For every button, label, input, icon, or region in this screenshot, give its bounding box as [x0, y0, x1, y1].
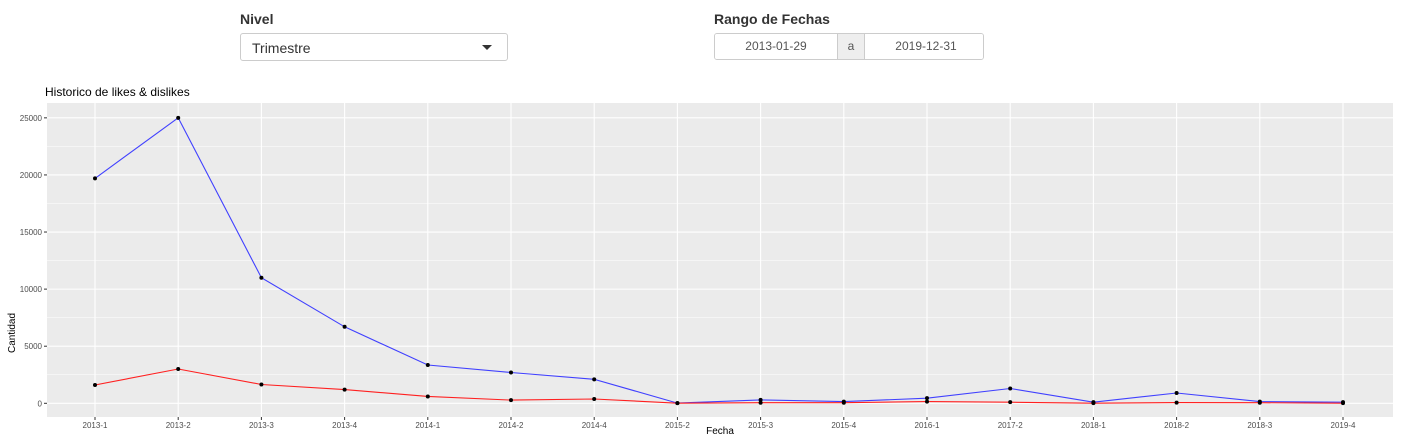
- x-tick-label: 2019-4: [1331, 421, 1356, 430]
- y-tick-label: 25000: [20, 114, 43, 123]
- data-point: [93, 176, 97, 181]
- date-start-input[interactable]: 2013-01-29: [715, 34, 837, 59]
- y-tick-label: 5000: [24, 342, 42, 351]
- x-tick-label: 2018-2: [1164, 421, 1189, 430]
- series-lines: [94, 116, 1344, 404]
- data-point: [1174, 391, 1179, 396]
- date-range-separator: a: [837, 34, 865, 59]
- x-tick-label: 2018-3: [1247, 421, 1272, 430]
- data-point: [592, 377, 597, 382]
- data-point: [342, 387, 347, 392]
- x-tick-label: 2014-4: [582, 421, 607, 430]
- data-point: [1174, 400, 1179, 405]
- x-tick-label: 2016-1: [915, 421, 940, 430]
- x-tick-label: 2015-3: [748, 421, 773, 430]
- chevron-down-icon: [482, 45, 492, 50]
- data-point: [176, 115, 181, 120]
- data-point: [509, 370, 513, 375]
- data-point: [1008, 400, 1013, 405]
- data-point: [342, 324, 347, 329]
- x-tick-label: 2013-4: [332, 421, 357, 430]
- data-point: [425, 394, 430, 399]
- data-point: [925, 396, 929, 401]
- y-tick-label: 10000: [20, 285, 43, 294]
- x-tick-label: 2018-1: [1081, 421, 1106, 430]
- data-point: [1341, 401, 1345, 406]
- data-point: [675, 401, 680, 406]
- data-point: [758, 400, 763, 405]
- x-tick-label: 2014-1: [415, 421, 440, 430]
- data-points: [93, 115, 1345, 406]
- data-point: [259, 382, 264, 387]
- likes-dislikes-chart: Historico de likes & dislikes 0 5000 10000…: [7, 85, 1393, 437]
- plot-panel: [47, 103, 1393, 417]
- y-tick-label: 15000: [20, 228, 43, 237]
- data-point: [1091, 401, 1096, 406]
- date-range-input: 2013-01-29 a 2019-12-31: [714, 33, 984, 60]
- y-axis-title: Cantidad: [7, 313, 18, 353]
- y-axis-ticks: 0 5000 10000 15000 20000 25000: [20, 114, 47, 408]
- nivel-select-value: Trimestre: [252, 40, 311, 56]
- data-point: [425, 363, 430, 368]
- data-point: [259, 275, 264, 280]
- rango-label: Rango de Fechas: [714, 11, 830, 27]
- series-line-0: [94, 116, 1344, 404]
- x-axis-ticks: 2013-1 2013-2 2013-3 2013-4 2014-1 2014-2 2014…: [83, 417, 1356, 430]
- series-line-1: [94, 368, 1344, 404]
- data-point: [509, 398, 513, 403]
- x-tick-label: 2013-2: [166, 421, 191, 430]
- data-point: [841, 400, 846, 405]
- data-point: [176, 367, 181, 372]
- data-point: [1008, 386, 1013, 391]
- x-tick-label: 2013-1: [83, 421, 108, 430]
- data-point: [93, 383, 97, 388]
- nivel-label: Nivel: [240, 11, 274, 27]
- y-tick-label: 20000: [20, 171, 43, 180]
- x-tick-label: 2015-4: [831, 421, 856, 430]
- data-point: [592, 396, 597, 401]
- x-tick-label: 2017-2: [998, 421, 1023, 430]
- y-tick-label: 0: [38, 399, 43, 408]
- nivel-select[interactable]: Trimestre: [240, 33, 508, 61]
- x-tick-label: 2015-2: [665, 421, 690, 430]
- x-tick-label: 2013-3: [249, 421, 274, 430]
- data-point: [758, 397, 763, 402]
- x-tick-label: 2014-2: [499, 421, 524, 430]
- data-point: [925, 399, 929, 404]
- data-point: [1257, 400, 1262, 405]
- chart-title: Historico de likes & dislikes: [45, 85, 190, 99]
- date-end-input[interactable]: 2019-12-31: [865, 34, 983, 59]
- x-axis-title: Fecha: [706, 426, 734, 437]
